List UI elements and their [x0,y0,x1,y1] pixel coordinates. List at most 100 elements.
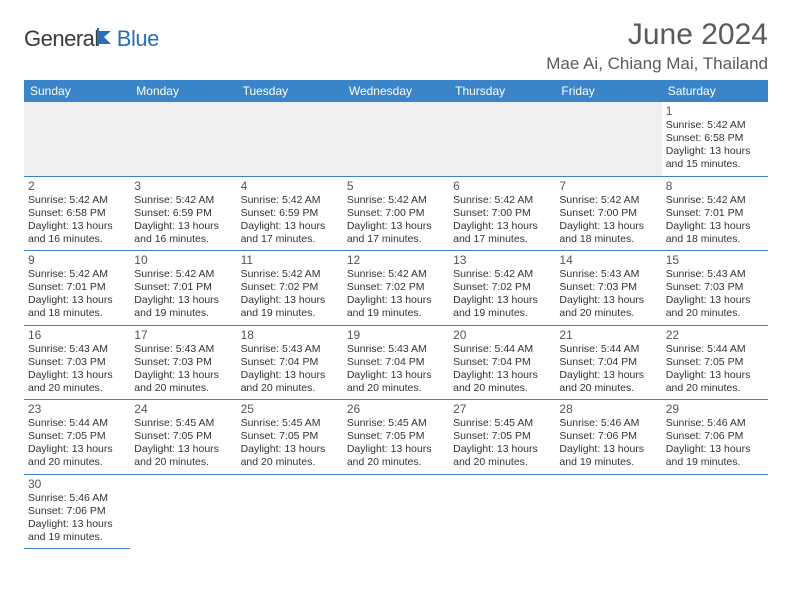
weekday-header: Sunday [24,80,130,102]
sunset-text: Sunset: 7:02 PM [347,281,445,294]
sunset-text: Sunset: 7:06 PM [559,430,657,443]
day-number: 23 [28,402,126,416]
calendar-week-row: 9 Sunrise: 5:42 AMSunset: 7:01 PMDaylight… [24,251,768,326]
daylight-text: Daylight: 13 hours and 16 minutes. [28,220,126,246]
sunrise-text: Sunrise: 5:42 AM [28,268,126,281]
calendar-cell: 21Sunrise: 5:44 AMSunset: 7:04 PMDayligh… [555,325,661,400]
calendar-cell: 9Sunrise: 5:42 AMSunset: 7:01 PMDaylight… [24,251,130,326]
weekday-header: Tuesday [237,80,343,102]
sunrise-text: Sunrise: 5:43 AM [347,343,445,356]
weekday-header-row: SundayMondayTuesdayWednesdayThursdayFrid… [24,80,768,102]
sunset-text: Sunset: 7:02 PM [453,281,551,294]
day-info: Sunrise: 5:46 AMSunset: 7:06 PMDaylight:… [559,417,657,470]
month-title: June 2024 [546,18,768,52]
calendar-cell [343,102,449,176]
calendar-cell: 17Sunrise: 5:43 AMSunset: 7:03 PMDayligh… [130,325,236,400]
day-info: Sunrise: 5:43 AMSunset: 7:04 PMDaylight:… [241,343,339,396]
day-number: 9 [28,253,126,267]
day-info: Sunrise: 5:42 AMSunset: 7:00 PMDaylight:… [559,194,657,247]
daylight-text: Daylight: 13 hours and 18 minutes. [28,294,126,320]
sunset-text: Sunset: 7:05 PM [453,430,551,443]
calendar-cell: 22Sunrise: 5:44 AMSunset: 7:05 PMDayligh… [662,325,768,400]
day-info: Sunrise: 5:42 AMSunset: 6:59 PMDaylight:… [241,194,339,247]
day-info: Sunrise: 5:43 AMSunset: 7:03 PMDaylight:… [559,268,657,321]
sunrise-text: Sunrise: 5:43 AM [241,343,339,356]
sunset-text: Sunset: 7:06 PM [28,505,126,518]
day-number: 21 [559,328,657,342]
calendar-cell: 7Sunrise: 5:42 AMSunset: 7:00 PMDaylight… [555,176,661,251]
day-number: 28 [559,402,657,416]
day-info: Sunrise: 5:42 AMSunset: 7:00 PMDaylight:… [347,194,445,247]
calendar-cell: 29Sunrise: 5:46 AMSunset: 7:06 PMDayligh… [662,400,768,475]
day-number: 7 [559,179,657,193]
day-number: 12 [347,253,445,267]
day-info: Sunrise: 5:46 AMSunset: 7:06 PMDaylight:… [28,492,126,545]
sunset-text: Sunset: 7:03 PM [666,281,764,294]
sunset-text: Sunset: 7:00 PM [453,207,551,220]
sunset-text: Sunset: 7:05 PM [666,356,764,369]
calendar-cell: 4Sunrise: 5:42 AMSunset: 6:59 PMDaylight… [237,176,343,251]
daylight-text: Daylight: 13 hours and 20 minutes. [241,369,339,395]
daylight-text: Daylight: 13 hours and 19 minutes. [134,294,232,320]
daylight-text: Daylight: 13 hours and 19 minutes. [559,443,657,469]
day-number: 1 [666,104,764,118]
sunset-text: Sunset: 7:03 PM [559,281,657,294]
day-number: 5 [347,179,445,193]
sunrise-text: Sunrise: 5:44 AM [453,343,551,356]
calendar-cell: 23Sunrise: 5:44 AMSunset: 7:05 PMDayligh… [24,400,130,475]
calendar-cell: 3Sunrise: 5:42 AMSunset: 6:59 PMDaylight… [130,176,236,251]
calendar-table: SundayMondayTuesdayWednesdayThursdayFrid… [24,80,768,549]
daylight-text: Daylight: 13 hours and 17 minutes. [241,220,339,246]
logo-text-blue: Blue [117,26,159,52]
sunrise-text: Sunrise: 5:42 AM [28,194,126,207]
sunset-text: Sunset: 7:04 PM [453,356,551,369]
daylight-text: Daylight: 13 hours and 20 minutes. [347,369,445,395]
sunset-text: Sunset: 7:00 PM [347,207,445,220]
day-number: 22 [666,328,764,342]
sunrise-text: Sunrise: 5:42 AM [241,194,339,207]
sunrise-text: Sunrise: 5:45 AM [453,417,551,430]
day-number: 16 [28,328,126,342]
sunrise-text: Sunrise: 5:43 AM [559,268,657,281]
daylight-text: Daylight: 13 hours and 15 minutes. [666,145,764,171]
day-info: Sunrise: 5:42 AMSunset: 7:01 PMDaylight:… [134,268,232,321]
day-number: 6 [453,179,551,193]
sunset-text: Sunset: 6:59 PM [134,207,232,220]
sunset-text: Sunset: 6:58 PM [666,132,764,145]
calendar-cell: 14Sunrise: 5:43 AMSunset: 7:03 PMDayligh… [555,251,661,326]
sunrise-text: Sunrise: 5:42 AM [347,268,445,281]
title-block: June 2024 Mae Ai, Chiang Mai, Thailand [546,18,768,74]
sunrise-text: Sunrise: 5:43 AM [666,268,764,281]
day-info: Sunrise: 5:43 AMSunset: 7:03 PMDaylight:… [134,343,232,396]
calendar-cell: 10Sunrise: 5:42 AMSunset: 7:01 PMDayligh… [130,251,236,326]
daylight-text: Daylight: 13 hours and 20 minutes. [28,369,126,395]
sunrise-text: Sunrise: 5:45 AM [134,417,232,430]
daylight-text: Daylight: 13 hours and 20 minutes. [134,369,232,395]
calendar-cell: 18Sunrise: 5:43 AMSunset: 7:04 PMDayligh… [237,325,343,400]
daylight-text: Daylight: 13 hours and 20 minutes. [347,443,445,469]
daylight-text: Daylight: 13 hours and 20 minutes. [453,369,551,395]
calendar-cell [24,102,130,176]
logo: General Blue [24,26,159,52]
day-info: Sunrise: 5:42 AMSunset: 7:02 PMDaylight:… [347,268,445,321]
calendar-cell [237,474,343,549]
sunset-text: Sunset: 7:00 PM [559,207,657,220]
sunrise-text: Sunrise: 5:42 AM [559,194,657,207]
calendar-cell [555,474,661,549]
sunset-text: Sunset: 7:04 PM [347,356,445,369]
day-number: 30 [28,477,126,491]
day-number: 20 [453,328,551,342]
day-number: 29 [666,402,764,416]
daylight-text: Daylight: 13 hours and 17 minutes. [347,220,445,246]
daylight-text: Daylight: 13 hours and 20 minutes. [134,443,232,469]
calendar-week-row: 30Sunrise: 5:46 AMSunset: 7:06 PMDayligh… [24,474,768,549]
day-info: Sunrise: 5:42 AMSunset: 6:58 PMDaylight:… [666,119,764,172]
sunset-text: Sunset: 7:05 PM [28,430,126,443]
calendar-cell: 16Sunrise: 5:43 AMSunset: 7:03 PMDayligh… [24,325,130,400]
flag-icon [97,28,117,51]
sunset-text: Sunset: 6:58 PM [28,207,126,220]
day-info: Sunrise: 5:42 AMSunset: 6:58 PMDaylight:… [28,194,126,247]
day-number: 15 [666,253,764,267]
day-number: 10 [134,253,232,267]
calendar-cell: 2Sunrise: 5:42 AMSunset: 6:58 PMDaylight… [24,176,130,251]
